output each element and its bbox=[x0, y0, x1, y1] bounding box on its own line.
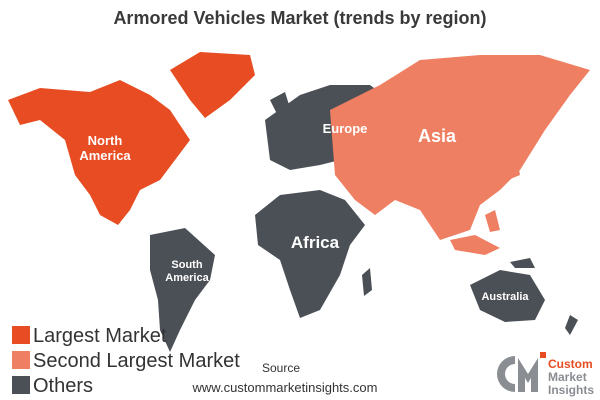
region-label-line: America bbox=[165, 272, 209, 284]
region-label: Australia bbox=[481, 291, 529, 303]
region-label-line: America bbox=[79, 148, 131, 163]
title: Armored Vehicles Market (trends by regio… bbox=[113, 8, 486, 28]
logo-text: Custom bbox=[548, 357, 593, 371]
region-north-america bbox=[8, 52, 255, 225]
legend-swatch bbox=[12, 326, 30, 344]
region-label: Europe bbox=[323, 121, 368, 136]
logo: Custom Market Insights bbox=[497, 352, 594, 397]
legend-label: Others bbox=[33, 375, 93, 397]
legend-label: Second Largest Market bbox=[33, 350, 240, 372]
region-label: Africa bbox=[291, 233, 340, 252]
region-label-line: Asia bbox=[418, 126, 457, 146]
region-asia bbox=[330, 55, 590, 255]
logo-text: Market bbox=[548, 370, 587, 384]
region-south-america bbox=[150, 228, 215, 352]
region-label-line: North bbox=[88, 133, 123, 148]
legend-swatch bbox=[12, 351, 30, 369]
source-label: Source bbox=[262, 361, 300, 375]
source-url: www.custommarketinsights.com bbox=[192, 380, 378, 395]
region-label: South America bbox=[165, 259, 209, 284]
region-label-line: Africa bbox=[291, 233, 340, 252]
region-australia bbox=[470, 258, 578, 335]
legend-swatch bbox=[12, 376, 30, 394]
region-label: Asia bbox=[418, 126, 457, 146]
logo-text: Insights bbox=[548, 383, 594, 397]
region-label-line: South bbox=[171, 259, 202, 271]
region-label-line: Australia bbox=[481, 291, 529, 303]
region-label: North America bbox=[79, 133, 131, 163]
legend-label: Largest Market bbox=[33, 325, 167, 347]
region-label-line: Europe bbox=[323, 121, 368, 136]
region-africa bbox=[255, 190, 372, 318]
